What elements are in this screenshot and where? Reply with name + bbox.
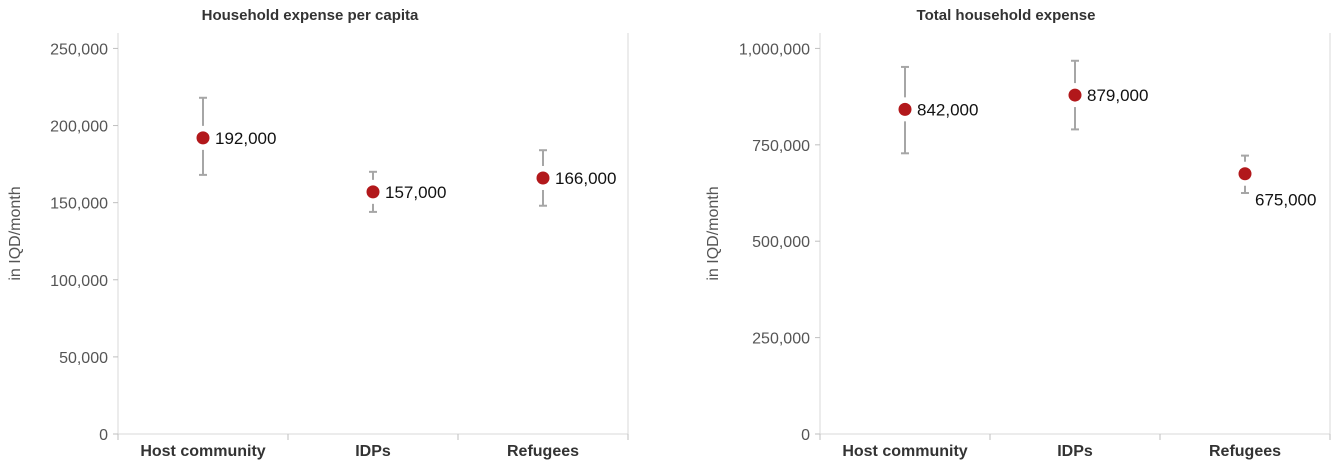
data-label: 675,000 xyxy=(1255,191,1316,210)
x-category-label: Refugees xyxy=(507,443,579,460)
y-tick-label: 250,000 xyxy=(752,331,810,348)
chart-panel-total-expense: Total household expense 0 250,000 500,000 75… xyxy=(705,7,1331,460)
y-tick-label: 500,000 xyxy=(752,234,810,251)
error-bar xyxy=(369,170,377,213)
y-tick-label: 750,000 xyxy=(752,138,810,155)
x-category-label: Host community xyxy=(140,443,265,460)
data-point xyxy=(366,185,380,199)
y-axis-label: in IQD/month xyxy=(705,186,722,280)
data-label: 879,000 xyxy=(1087,86,1148,105)
error-bar xyxy=(1241,154,1249,195)
error-bar xyxy=(539,149,547,207)
chart-title: Household expense per capita xyxy=(202,7,419,24)
data-point xyxy=(898,102,912,116)
data-point xyxy=(196,131,210,145)
x-category-label: IDPs xyxy=(355,443,391,460)
x-category-label: Refugees xyxy=(1209,443,1281,460)
y-tick-label: 200,000 xyxy=(50,119,108,136)
y-axis-label: in IQD/month xyxy=(7,186,24,280)
data-label: 166,000 xyxy=(555,169,616,188)
x-category-label: IDPs xyxy=(1057,443,1093,460)
y-tick-label: 150,000 xyxy=(50,196,108,213)
data-point xyxy=(1068,88,1082,102)
data-label: 842,000 xyxy=(917,100,978,119)
y-tick-label: 100,000 xyxy=(50,273,108,290)
y-tick-label: 0 xyxy=(99,427,108,444)
error-bar xyxy=(199,96,207,176)
data-point xyxy=(1238,167,1252,181)
chart-panel-per-capita: Household expense per capita 0 50,000 100,0… xyxy=(7,7,629,460)
error-bar xyxy=(1071,59,1079,131)
chart-title: Total household expense xyxy=(917,7,1096,24)
data-point xyxy=(536,171,550,185)
data-label: 192,000 xyxy=(215,129,276,148)
y-tick-label: 0 xyxy=(801,427,810,444)
error-bar xyxy=(901,65,909,155)
y-tick-label: 50,000 xyxy=(59,350,108,367)
x-category-label: Host community xyxy=(842,443,967,460)
y-tick-label: 250,000 xyxy=(50,41,108,58)
y-tick-label: 1,000,000 xyxy=(739,41,810,58)
data-label: 157,000 xyxy=(385,183,446,202)
